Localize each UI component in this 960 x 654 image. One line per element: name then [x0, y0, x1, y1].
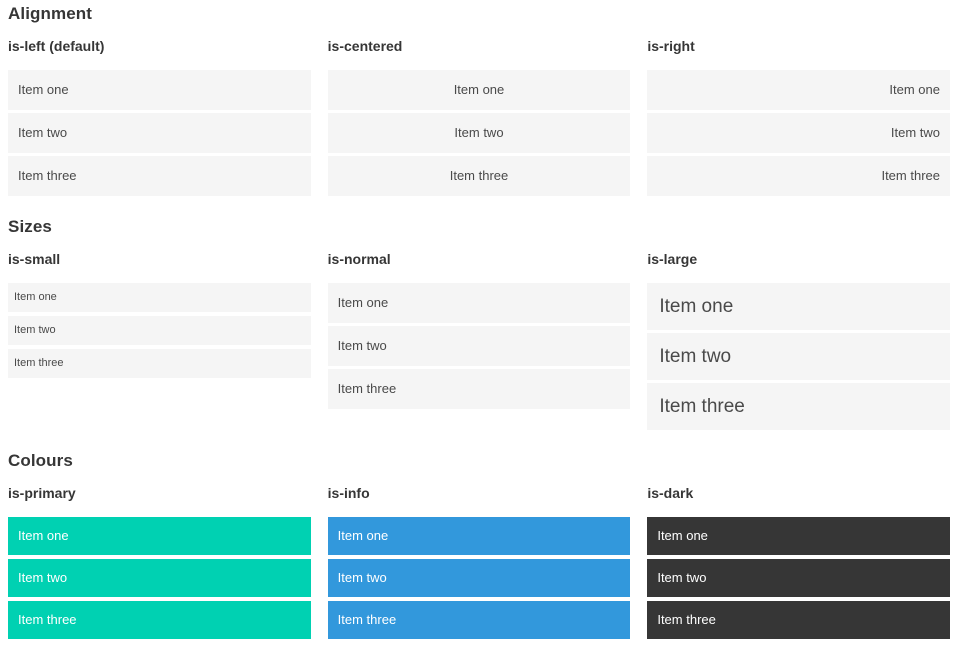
- column-is-info: is-info Item one Item two Item three: [327, 471, 631, 643]
- item-list: Item one Item two Item three: [647, 283, 950, 430]
- alignment-columns: is-left (default) Item one Item two Item…: [8, 24, 950, 199]
- section-sizes: Sizes is-small Item one Item two Item th…: [8, 217, 950, 433]
- column-label: is-normal: [327, 251, 391, 267]
- list-item[interactable]: Item three: [647, 383, 950, 430]
- list-item[interactable]: Item two: [8, 113, 311, 153]
- list-item[interactable]: Item two: [8, 559, 311, 597]
- list-item[interactable]: Item one: [8, 283, 311, 312]
- list-item[interactable]: Item two: [327, 326, 631, 366]
- list-item[interactable]: Item two: [647, 333, 950, 380]
- item-list: Item one Item two Item three: [8, 517, 311, 639]
- section-alignment: Alignment is-left (default) Item one Ite…: [8, 4, 950, 199]
- column-is-large: is-large Item one Item two Item three: [647, 237, 950, 433]
- item-list: Item one Item two Item three: [647, 70, 950, 196]
- list-item[interactable]: Item three: [647, 601, 950, 639]
- item-list: Item one Item two Item three: [327, 517, 631, 639]
- column-label: is-dark: [647, 485, 694, 501]
- column-label: is-primary: [8, 485, 76, 501]
- list-item[interactable]: Item two: [327, 559, 631, 597]
- column-label: is-right: [647, 38, 695, 54]
- colours-columns: is-primary Item one Item two Item three …: [8, 471, 950, 643]
- column-is-right: is-right Item one Item two Item three: [647, 24, 950, 199]
- item-list: Item one Item two Item three: [327, 70, 631, 196]
- list-item[interactable]: Item two: [647, 559, 950, 597]
- list-item[interactable]: Item three: [327, 369, 631, 409]
- column-is-left: is-left (default) Item one Item two Item…: [8, 24, 311, 199]
- list-item[interactable]: Item three: [327, 156, 631, 196]
- column-is-centered: is-centered Item one Item two Item three: [327, 24, 631, 199]
- item-list: Item one Item two Item three: [647, 517, 950, 639]
- list-item[interactable]: Item three: [8, 349, 311, 378]
- column-is-normal: is-normal Item one Item two Item three: [327, 237, 631, 433]
- column-label: is-small: [8, 251, 61, 267]
- list-item[interactable]: Item one: [647, 283, 950, 330]
- column-label: is-large: [647, 251, 698, 267]
- section-title-colours: Colours: [8, 451, 73, 470]
- list-item[interactable]: Item two: [8, 316, 311, 345]
- list-item[interactable]: Item one: [647, 517, 950, 555]
- column-label: is-centered: [327, 38, 403, 54]
- list-item[interactable]: Item three: [647, 156, 950, 196]
- list-item[interactable]: Item one: [8, 70, 311, 110]
- list-item[interactable]: Item one: [327, 70, 631, 110]
- section-title-sizes: Sizes: [8, 217, 52, 236]
- sizes-columns: is-small Item one Item two Item three is…: [8, 237, 950, 433]
- item-list: Item one Item two Item three: [327, 283, 631, 409]
- column-label: is-left (default): [8, 38, 105, 54]
- list-item[interactable]: Item one: [327, 283, 631, 323]
- list-item[interactable]: Item two: [327, 113, 631, 153]
- section-colours: Colours is-primary Item one Item two Ite…: [8, 451, 950, 643]
- list-item[interactable]: Item three: [8, 156, 311, 196]
- list-item[interactable]: Item one: [8, 517, 311, 555]
- list-item[interactable]: Item three: [327, 601, 631, 639]
- item-list: Item one Item two Item three: [8, 70, 311, 196]
- list-item[interactable]: Item one: [327, 517, 631, 555]
- list-item[interactable]: Item two: [647, 113, 950, 153]
- column-label: is-info: [327, 485, 370, 501]
- item-list: Item one Item two Item three: [8, 283, 311, 378]
- column-is-small: is-small Item one Item two Item three: [8, 237, 311, 433]
- column-is-primary: is-primary Item one Item two Item three: [8, 471, 311, 643]
- column-is-dark: is-dark Item one Item two Item three: [647, 471, 950, 643]
- list-item[interactable]: Item one: [647, 70, 950, 110]
- section-title-alignment: Alignment: [8, 4, 93, 23]
- list-item[interactable]: Item three: [8, 601, 311, 639]
